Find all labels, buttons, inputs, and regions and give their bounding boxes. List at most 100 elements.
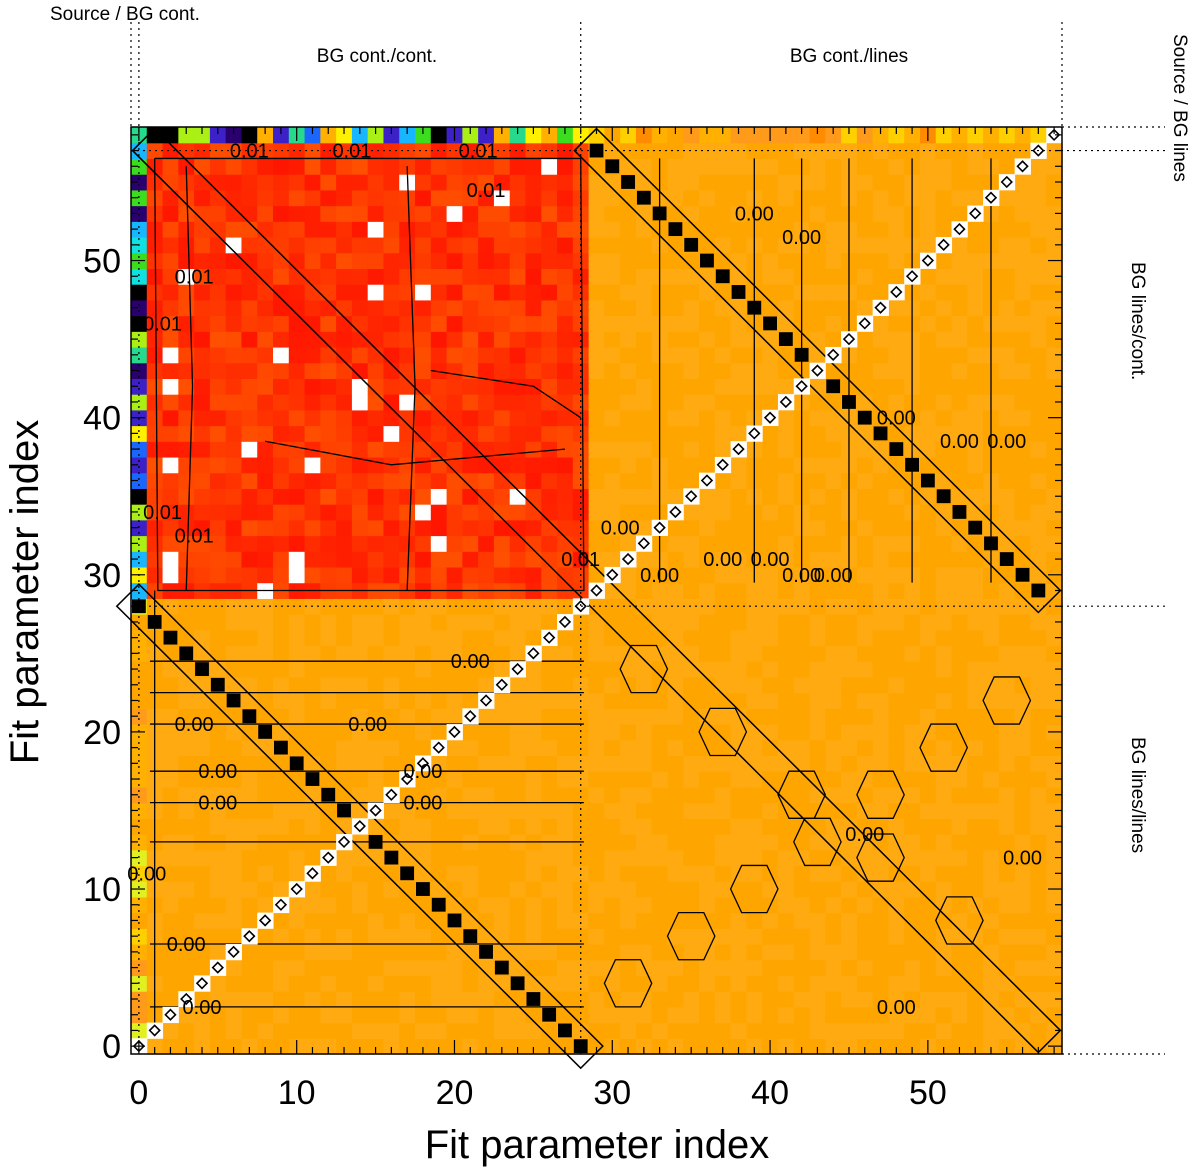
heatmap-cell: [273, 991, 290, 1008]
heatmap-cell: [951, 378, 968, 395]
heatmap-cell: [951, 236, 968, 254]
heatmap-cell: [273, 771, 290, 788]
heatmap-cell: [541, 849, 558, 867]
heatmap-cell: [383, 1022, 400, 1039]
heatmap-cell: [557, 441, 574, 458]
heatmap-cell: [841, 142, 858, 160]
heatmap-cell: [162, 692, 179, 709]
heatmap-cell: [131, 504, 148, 521]
heatmap-cell: [1014, 1006, 1032, 1024]
heatmap-cell: [825, 472, 842, 489]
heatmap-cell: [351, 268, 369, 285]
heatmap-cell: [998, 205, 1016, 222]
offdiag-black-marker: [873, 426, 888, 441]
heatmap-cell: [730, 409, 748, 427]
heatmap-cell: [194, 928, 211, 945]
heatmap-cell: [367, 944, 385, 961]
heatmap-cell: [367, 236, 385, 254]
heatmap-cell: [635, 724, 653, 741]
heatmap-cell: [793, 912, 811, 929]
heatmap-cell: [557, 394, 574, 411]
heatmap-cell: [1014, 692, 1032, 709]
heatmap-cell: [967, 629, 984, 647]
heatmap-cell: [399, 472, 416, 489]
heatmap-cell: [493, 205, 511, 222]
heatmap-cell: [241, 221, 258, 238]
contour-line: [856, 770, 905, 819]
heatmap-cell: [777, 661, 795, 678]
heatmap-cell: [383, 425, 400, 442]
heatmap-cell: [399, 614, 416, 631]
heatmap-cell: [620, 912, 637, 929]
heatmap-cell: [541, 786, 558, 804]
heatmap-cell: [131, 205, 148, 222]
heatmap-cell: [509, 1022, 527, 1039]
heatmap-cell: [209, 865, 227, 882]
diagonal-diamond-marker: [1032, 144, 1045, 157]
heatmap-cell: [809, 268, 826, 285]
heatmap-cell: [683, 174, 700, 191]
offdiag-black-marker: [400, 866, 415, 881]
heatmap-cell: [904, 834, 921, 851]
heatmap-cell: [746, 912, 763, 929]
heatmap-cell: [273, 755, 290, 772]
heatmap-cell: [241, 519, 258, 537]
heatmap-cell: [194, 284, 211, 301]
heatmap-cell: [588, 394, 605, 411]
heatmap-cell: [888, 409, 905, 427]
heatmap-cell: [856, 441, 874, 458]
heatmap-cell: [241, 174, 258, 191]
heatmap-cell: [415, 551, 432, 568]
heatmap-cell: [620, 331, 637, 348]
heatmap-cell: [383, 1006, 400, 1024]
heatmap-cell: [998, 346, 1016, 364]
heatmap-cell: [367, 661, 385, 678]
diagonal-diamond-marker: [795, 380, 808, 393]
heatmap-cell: [351, 252, 369, 269]
heatmap-cell: [304, 299, 321, 317]
heatmap-cell: [509, 786, 527, 804]
heatmap-cell: [509, 566, 527, 584]
heatmap-cell: [714, 189, 732, 207]
heatmap-cell: [336, 629, 353, 647]
heatmap-cell: [841, 724, 858, 741]
heatmap-cell: [178, 802, 195, 819]
heatmap-cell: [194, 944, 211, 961]
heatmap-cell: [1030, 991, 1047, 1008]
heatmap-cell: [699, 488, 716, 505]
heatmap-cell: [588, 488, 605, 505]
heatmap-cell: [872, 441, 890, 458]
heatmap-cell: [178, 1038, 195, 1055]
heatmap-cell: [793, 1038, 811, 1055]
heatmap-cell: [509, 346, 527, 364]
heatmap-cell: [478, 127, 495, 144]
offdiag-black-marker: [321, 787, 336, 802]
heatmap-cell: [1030, 362, 1047, 379]
heatmap-cell: [1046, 346, 1063, 364]
heatmap-cell: [935, 1038, 953, 1055]
heatmap-cell: [209, 205, 227, 222]
heatmap-cell: [509, 268, 527, 285]
heatmap-cell: [367, 598, 385, 615]
heatmap-cell: [162, 299, 179, 317]
heatmap-cell: [998, 189, 1016, 207]
heatmap-cell: [162, 1022, 179, 1039]
heatmap-cell: [446, 142, 463, 160]
heatmap-cell: [951, 739, 968, 757]
heatmap-cell: [809, 127, 826, 144]
heatmap-cell: [320, 488, 337, 505]
contour-label: 0.01: [143, 502, 182, 524]
heatmap-cell: [288, 692, 306, 709]
heatmap-cell: [557, 331, 574, 348]
heatmap-cell: [320, 535, 337, 552]
diagonal-diamond-marker: [479, 694, 493, 707]
heatmap-cell: [209, 535, 227, 552]
contour-label: 0.00: [175, 714, 214, 736]
x-tick-label: 40: [751, 1074, 789, 1112]
heatmap-cell: [604, 315, 621, 332]
heatmap-cell: [320, 252, 337, 269]
heatmap-cell: [304, 959, 321, 977]
heatmap-cell: [288, 504, 306, 521]
heatmap-cell: [825, 944, 842, 961]
heatmap-cell: [525, 802, 542, 819]
